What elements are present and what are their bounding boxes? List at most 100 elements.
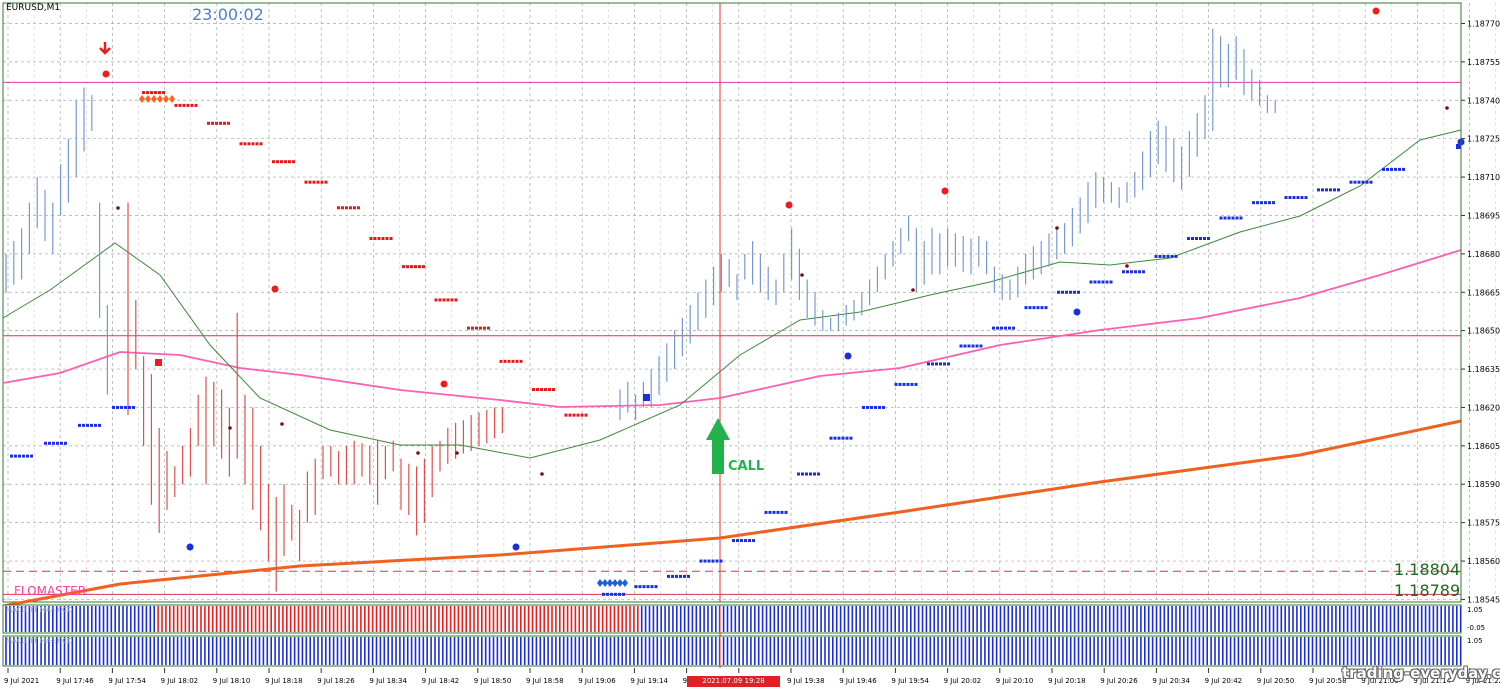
sell-step bbox=[349, 206, 352, 210]
price-tick-label: 1.18590 bbox=[1467, 480, 1500, 489]
time-tick-label: 9 Jul 20:10 bbox=[996, 677, 1034, 685]
buy-step bbox=[902, 382, 906, 386]
sell-step bbox=[414, 265, 417, 269]
time-tick-label: 9 Jul 19:46 bbox=[839, 677, 877, 685]
time-tick-label: 9 Jul 19:14 bbox=[630, 677, 668, 685]
buy-step bbox=[14, 454, 17, 458]
price-tick-label: 1.18635 bbox=[1467, 365, 1500, 374]
buy-step bbox=[862, 405, 865, 409]
buy-step bbox=[1402, 167, 1405, 171]
arrow-down-icon bbox=[99, 42, 111, 55]
buy-step bbox=[1329, 188, 1332, 192]
candle-timer: 23:00:02 bbox=[192, 5, 264, 24]
time-tick-label: 9 Jul 21:22 bbox=[1466, 677, 1500, 685]
time-tick-label: 9 Jul 21:14 bbox=[1413, 677, 1451, 685]
sell-step bbox=[162, 91, 165, 95]
sell-step bbox=[207, 121, 210, 125]
sell-step bbox=[239, 142, 243, 146]
buy-step bbox=[1101, 280, 1105, 284]
buy-step bbox=[1260, 201, 1263, 205]
buy-step bbox=[1170, 254, 1174, 258]
price-bars bbox=[5, 28, 1276, 592]
indicator-dot bbox=[800, 273, 804, 277]
sell-step bbox=[402, 265, 405, 269]
price-tick-label: 1.18545 bbox=[1467, 595, 1500, 604]
buy-step bbox=[1231, 216, 1235, 220]
buy-step bbox=[837, 436, 841, 440]
sell-step bbox=[576, 413, 580, 417]
buy-step bbox=[52, 441, 55, 445]
buy-step bbox=[1369, 180, 1373, 184]
buy-step bbox=[1325, 188, 1328, 192]
buy-step bbox=[1300, 196, 1304, 200]
buy-step bbox=[1069, 290, 1072, 294]
buy-step bbox=[1353, 180, 1357, 184]
sell-step bbox=[454, 298, 458, 302]
sell-step bbox=[373, 237, 377, 241]
price-axis: 1.18770 1.18755 1.18740 1.18725 1.18710 1.186… bbox=[1460, 3, 1500, 604]
price-tick-label: 1.18725 bbox=[1467, 135, 1500, 144]
buy-step bbox=[90, 423, 93, 427]
diamond-marker bbox=[622, 579, 628, 587]
sell-step bbox=[483, 326, 486, 330]
buy-step bbox=[1191, 237, 1194, 241]
stepped-levels bbox=[10, 91, 1405, 596]
buy-step bbox=[870, 405, 873, 409]
buy-step bbox=[703, 559, 707, 563]
subwindow-level: 1.05 bbox=[1467, 606, 1483, 614]
sell-step bbox=[288, 160, 291, 164]
buy-step bbox=[30, 454, 33, 458]
watermark: trading-everyday.com bbox=[1342, 664, 1500, 682]
sell-step bbox=[532, 388, 535, 392]
sell-step bbox=[312, 180, 316, 184]
subwindows: 1.05 -0.05 1.05 bbox=[2, 604, 1485, 668]
time-tick-label: 9 Jul 18:26 bbox=[317, 677, 355, 685]
buy-step bbox=[772, 510, 776, 514]
buy-step bbox=[1288, 196, 1292, 200]
buy-step bbox=[642, 585, 646, 589]
sell-step bbox=[211, 121, 214, 125]
sell-step bbox=[251, 142, 255, 146]
buy-step bbox=[784, 510, 788, 514]
buy-step bbox=[1268, 201, 1271, 205]
buy-step bbox=[44, 441, 47, 445]
buy-step bbox=[906, 382, 910, 386]
buy-step bbox=[1061, 290, 1064, 294]
buy-step bbox=[764, 510, 768, 514]
buy-step bbox=[1093, 280, 1097, 284]
time-tick-label: 9 Jul 20:34 bbox=[1152, 677, 1190, 685]
buy-step bbox=[1219, 216, 1223, 220]
current-price-marker bbox=[1456, 144, 1461, 149]
time-tick-label: 9 Jul 18:34 bbox=[369, 677, 407, 685]
buy-step bbox=[931, 362, 934, 366]
buy-step bbox=[1199, 237, 1202, 241]
buy-step bbox=[866, 405, 869, 409]
buy-step bbox=[1382, 167, 1385, 171]
sell-step bbox=[255, 142, 259, 146]
buy-step bbox=[829, 436, 833, 440]
sell-step bbox=[243, 142, 247, 146]
buy-step bbox=[1207, 237, 1210, 241]
buy-step bbox=[809, 472, 812, 476]
buy-step bbox=[1109, 280, 1113, 284]
buy-step bbox=[26, 454, 29, 458]
sell-step bbox=[418, 265, 421, 269]
price-tick-label: 1.18620 bbox=[1467, 403, 1500, 412]
price-tick-label: 1.18710 bbox=[1467, 173, 1500, 182]
sell-step bbox=[353, 206, 356, 210]
subwindow-level: -0.05 bbox=[1467, 624, 1485, 632]
buy-step bbox=[736, 539, 739, 543]
price-tick-label: 1.18575 bbox=[1467, 519, 1500, 528]
sell-step bbox=[548, 388, 551, 392]
buy-step bbox=[1174, 254, 1178, 258]
horizontal-levels bbox=[3, 3, 1461, 602]
sell-step bbox=[227, 121, 230, 125]
time-tick-label: 9 Jul 20:18 bbox=[1048, 677, 1086, 685]
sell-step bbox=[182, 103, 186, 107]
buy-step bbox=[894, 382, 898, 386]
buy-step bbox=[748, 539, 751, 543]
buy-step bbox=[1028, 306, 1032, 310]
diamond-marker bbox=[139, 95, 145, 103]
